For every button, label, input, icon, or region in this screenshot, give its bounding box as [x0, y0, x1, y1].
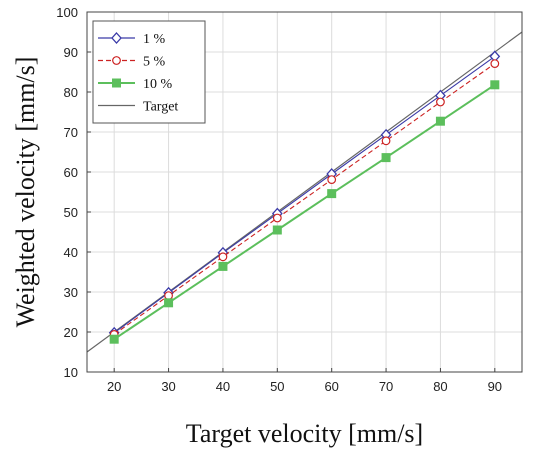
- tick-labels: 20 30 40 50 60 70 80 90 10 20 30 40 50 60 70 80 90 100: [56, 5, 502, 394]
- data-point: [164, 291, 173, 301]
- y-tick-label: 90: [64, 45, 78, 60]
- data-point: [327, 175, 337, 185]
- y-tick-label: 70: [64, 125, 78, 140]
- data-point: [435, 116, 445, 126]
- legend-label: 5 %: [143, 55, 166, 70]
- legend: 1 % 5 % 10 % Target: [92, 20, 206, 124]
- x-tick-label: 90: [488, 379, 502, 394]
- x-tick-label: 20: [107, 379, 121, 394]
- legend-item-10: 10 %: [98, 77, 173, 92]
- x-tick-label: 50: [270, 379, 284, 394]
- data-point: [164, 298, 174, 308]
- x-tick-label: 40: [216, 379, 230, 394]
- legend-item-1: 1 %: [98, 32, 166, 47]
- y-axis-title: Weighted velocity [mm/s]: [11, 57, 40, 328]
- data-point: [272, 213, 282, 223]
- y-tick-label: 100: [56, 5, 78, 20]
- legend-label: Target: [143, 100, 178, 115]
- x-tick-label: 60: [324, 379, 338, 394]
- data-point: [381, 153, 391, 163]
- data-point: [436, 97, 445, 107]
- legend-item-target: Target: [98, 100, 178, 115]
- data-point: [490, 80, 500, 90]
- series-line: [113, 55, 496, 334]
- legend-marker: [112, 78, 121, 88]
- series-layer: [86, 31, 523, 353]
- legend-item-5: 5 %: [98, 55, 166, 70]
- x-tick-label: 80: [433, 379, 447, 394]
- data-point: [490, 59, 500, 68]
- y-tick-label: 60: [64, 165, 78, 180]
- y-tick-label: 40: [64, 245, 78, 260]
- series-line: [113, 83, 496, 341]
- data-point: [272, 225, 282, 235]
- legend-label: 1 %: [143, 32, 166, 47]
- data-point: [327, 189, 337, 199]
- series-line: [113, 63, 496, 335]
- series-line: [86, 31, 523, 353]
- y-tick-label: 10: [64, 365, 78, 380]
- series-5: [109, 59, 500, 339]
- data-point: [109, 334, 119, 344]
- x-tick-label: 30: [161, 379, 175, 394]
- legend-label: 10 %: [143, 77, 173, 92]
- series-target: [86, 31, 523, 353]
- data-point: [381, 136, 391, 146]
- data-point: [218, 261, 228, 271]
- plot-frame: [86, 11, 523, 373]
- y-tick-label: 50: [64, 205, 78, 220]
- y-tick-label: 30: [64, 285, 78, 300]
- y-tick-label: 20: [64, 325, 78, 340]
- legend-marker: [112, 56, 121, 65]
- series-10: [109, 80, 500, 344]
- legend-marker: [111, 32, 122, 44]
- data-point: [218, 252, 228, 262]
- y-tick-label: 80: [64, 85, 78, 100]
- x-tick-label: 70: [379, 379, 393, 394]
- x-axis-title: Target velocity [mm/s]: [186, 419, 423, 448]
